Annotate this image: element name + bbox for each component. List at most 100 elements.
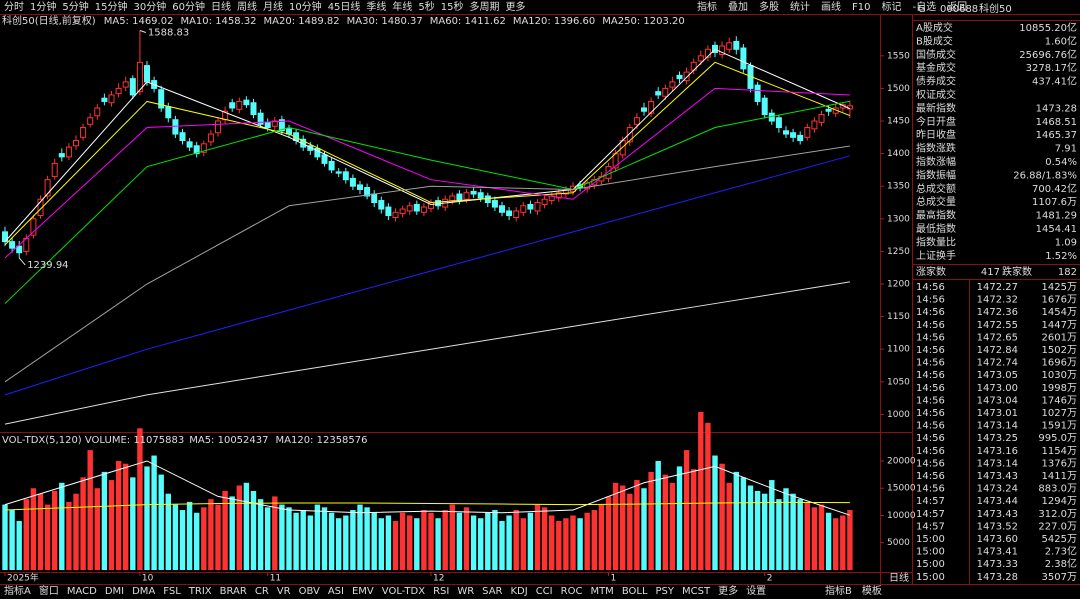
indicator-tab[interactable]: 更多 xyxy=(718,584,738,597)
volume-bar xyxy=(463,507,470,570)
period-tab[interactable]: 月线 xyxy=(263,0,283,13)
tool-button[interactable]: -自选 xyxy=(912,0,936,13)
tool-button[interactable]: 叠加 xyxy=(728,1,748,13)
indicator-button[interactable]: 指标B xyxy=(825,584,852,597)
indicator-tab[interactable]: CCI xyxy=(536,586,553,597)
indicator-tab[interactable]: VOL-TDX xyxy=(382,586,425,597)
ma-line xyxy=(4,100,850,304)
tool-button[interactable]: 多股 xyxy=(759,0,779,13)
tool-button[interactable]: 画线 xyxy=(821,0,841,13)
indicator-button[interactable]: 模板 xyxy=(862,584,882,597)
trade-price: 1473.16 xyxy=(977,446,1018,457)
trade-price: 1472.36 xyxy=(977,307,1018,318)
tool-button[interactable]: 统计 xyxy=(790,0,810,13)
indicator-tab[interactable]: FSL xyxy=(163,586,181,597)
volume-bar xyxy=(691,469,697,570)
period-tab[interactable]: 1分钟 xyxy=(30,0,56,13)
candle-body xyxy=(136,61,143,93)
indicator-tab[interactable]: WR xyxy=(457,586,474,597)
tool-button[interactable]: 返回 xyxy=(947,1,967,13)
volume-bar xyxy=(577,518,583,570)
period-tab[interactable]: 15秒 xyxy=(441,0,464,13)
indicator-tab[interactable]: BOLL xyxy=(622,586,648,597)
candle-body xyxy=(719,45,726,56)
volume-bar xyxy=(343,515,349,570)
indicator-tab[interactable]: MCST xyxy=(682,586,711,597)
candle-body xyxy=(484,195,491,204)
tool-button[interactable]: 标记 xyxy=(881,1,901,13)
indicator-tab[interactable]: ASI xyxy=(328,586,344,597)
candle-body xyxy=(335,171,342,174)
tool-button[interactable]: F10 xyxy=(852,2,870,13)
indicator-tab[interactable]: EMV xyxy=(352,586,374,597)
stat-label: 总成交量 xyxy=(916,195,956,208)
candle-body xyxy=(406,205,413,212)
period-tab[interactable]: 10分钟 xyxy=(289,0,322,13)
y-tick-label: 1000 xyxy=(887,410,910,420)
y-tick-label: 1150 xyxy=(887,312,910,322)
period-tab[interactable]: 45日线 xyxy=(328,0,361,13)
volume-bar xyxy=(392,520,399,570)
volume-bar xyxy=(73,493,79,570)
candle-body xyxy=(349,177,356,187)
volume-bar xyxy=(250,490,257,570)
candle-body xyxy=(101,97,108,102)
indicator-tab[interactable]: 指标A xyxy=(4,584,31,597)
volume-bar xyxy=(712,455,718,570)
period-tab[interactable]: 季线 xyxy=(366,0,386,13)
volume-bar xyxy=(421,510,427,570)
y-tick-label: 1450 xyxy=(887,117,910,127)
indicator-tab[interactable]: 窗口 xyxy=(39,584,59,597)
candle-body xyxy=(37,198,44,217)
indicator-tab[interactable]: MACD xyxy=(67,586,97,597)
period-tab[interactable]: 分时 xyxy=(4,1,24,13)
indicator-tab[interactable]: DMA xyxy=(132,586,155,597)
period-tab[interactable]: 日线 xyxy=(211,0,231,13)
volume-bar xyxy=(499,520,505,570)
period-tab[interactable]: 30分钟 xyxy=(133,0,166,13)
indicator-tab[interactable]: ROC xyxy=(561,586,583,597)
volume-bar xyxy=(87,450,93,570)
period-tab[interactable]: 5分钟 xyxy=(62,0,88,13)
candle-body xyxy=(122,81,129,88)
volume-bar xyxy=(776,499,782,570)
candle-body xyxy=(811,120,818,130)
period-tab[interactable]: 周线 xyxy=(237,0,257,13)
volume-bar xyxy=(648,471,654,570)
volume-bar xyxy=(364,507,370,570)
indicator-tab[interactable]: BRAR xyxy=(220,586,247,597)
volume-bar xyxy=(2,504,8,570)
indicator-tab[interactable]: 设置 xyxy=(746,585,766,597)
candle-body xyxy=(527,203,534,210)
indicator-tab[interactable]: VR xyxy=(277,586,291,597)
period-tab[interactable]: 15分钟 xyxy=(95,0,128,13)
period-tab[interactable]: 5秒 xyxy=(418,0,434,13)
indicator-tab[interactable]: MTM xyxy=(590,586,613,597)
indicator-tab[interactable]: DMI xyxy=(105,586,124,597)
period-tab[interactable]: 更多 xyxy=(506,0,526,13)
indicator-tab[interactable]: CR xyxy=(255,586,269,597)
trade-volume: 1376万 xyxy=(1042,458,1077,469)
period-tab[interactable]: 年线 xyxy=(392,0,412,13)
indicator-tab[interactable]: OBV xyxy=(299,586,320,597)
ma-line xyxy=(4,87,850,259)
indicator-tab[interactable]: KDJ xyxy=(510,586,527,597)
candle-body xyxy=(94,107,101,117)
trade-price: 1473.01 xyxy=(977,408,1018,419)
indicator-tab[interactable]: PSY xyxy=(656,586,675,597)
trade-time: 15:00 xyxy=(916,559,945,570)
trade-time: 14:57 xyxy=(916,521,945,532)
period-tab[interactable]: 60分钟 xyxy=(172,0,205,13)
period-tab[interactable]: 多周期 xyxy=(470,0,500,13)
indicator-tab[interactable]: TRIX xyxy=(188,586,212,597)
y-tick-label: 1550 xyxy=(887,51,910,61)
indicator-tab[interactable]: SAR xyxy=(482,586,502,597)
tool-button[interactable]: 指标 xyxy=(697,0,717,13)
volume-bar xyxy=(762,493,768,570)
legend-entry: MA120: 1396.60 xyxy=(513,16,595,27)
trade-volume: 1502万 xyxy=(1042,345,1077,356)
candle-body xyxy=(264,121,271,129)
volume-bar xyxy=(435,518,441,570)
trade-time: 14:56 xyxy=(916,295,945,306)
indicator-tab[interactable]: RSI xyxy=(433,586,449,597)
